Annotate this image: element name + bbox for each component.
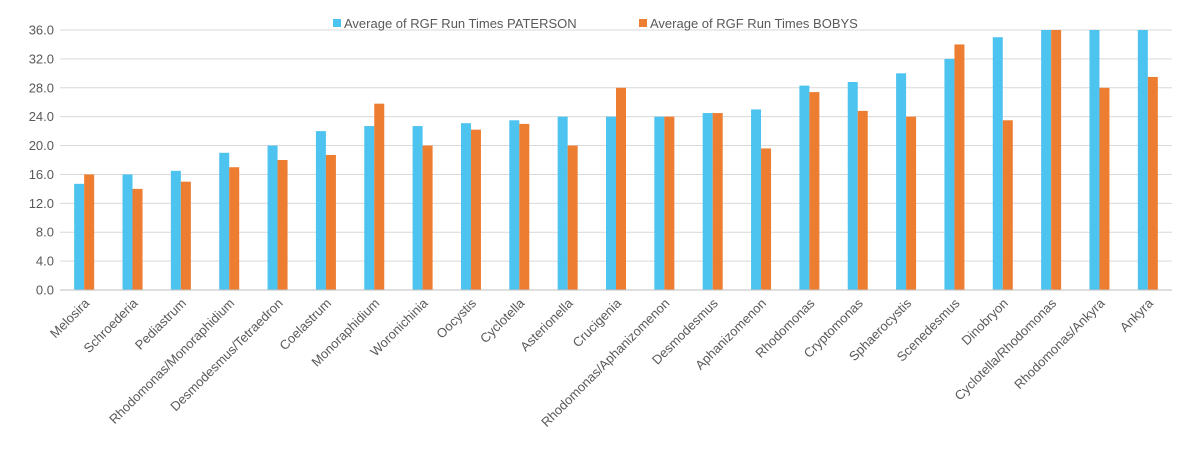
- y-tick-label: 12.0: [29, 196, 54, 211]
- bar-bobys: [84, 174, 95, 290]
- x-category-label: Oocystis: [433, 295, 479, 341]
- bar-paterson: [1089, 30, 1100, 290]
- bar-paterson: [702, 113, 713, 290]
- bar-bobys: [132, 188, 143, 290]
- bar-bobys: [1147, 76, 1158, 290]
- bar-bobys: [1002, 120, 1013, 291]
- bar-paterson: [364, 126, 375, 290]
- y-tick-label: 16.0: [29, 167, 54, 182]
- bar-paterson: [509, 120, 520, 291]
- y-tick-label: 4.0: [36, 254, 54, 269]
- bar-paterson: [74, 183, 85, 290]
- x-category-label: Melosira: [47, 295, 93, 341]
- bar-bobys: [180, 181, 191, 290]
- bar-bobys: [325, 154, 336, 290]
- bar-bobys: [422, 145, 433, 290]
- bar-paterson: [170, 170, 181, 290]
- bar-paterson: [606, 116, 616, 291]
- bar-paterson: [122, 174, 133, 290]
- legend-swatch-paterson: [333, 19, 341, 27]
- x-category-label: Cyclotella: [477, 295, 528, 346]
- x-category-label: Rhodomonas/Ankyra: [1011, 295, 1108, 392]
- y-tick-label: 20.0: [29, 138, 54, 153]
- bar-bobys: [519, 123, 530, 290]
- bar-paterson: [751, 109, 762, 290]
- y-tick-label: 24.0: [29, 109, 54, 124]
- y-tick-label: 28.0: [29, 80, 54, 95]
- bar-paterson: [315, 131, 326, 290]
- bar-paterson: [944, 58, 955, 291]
- legend: Average of RGF Run Times PATERSON Averag…: [333, 16, 858, 31]
- bar-paterson: [1041, 30, 1052, 290]
- bar-bobys: [857, 110, 868, 290]
- bar-paterson: [992, 37, 1003, 290]
- y-tick-label: 36.0: [29, 23, 54, 38]
- bar-bobys: [809, 92, 820, 290]
- y-axis: 0.0 4.0 8.0 12.0 16.0 20.0 24.0 28.0 32.0 36.0: [29, 23, 54, 298]
- bar-paterson: [799, 85, 810, 290]
- bar-paterson: [847, 82, 858, 290]
- legend-label-paterson: Average of RGF Run Times PATERSON: [344, 16, 577, 31]
- bar-bobys: [567, 145, 578, 290]
- legend-swatch-bobys: [639, 19, 647, 27]
- bar-bobys: [277, 160, 288, 290]
- bar-bobys: [712, 113, 723, 290]
- bar-paterson: [896, 73, 907, 290]
- bar-paterson: [460, 123, 471, 291]
- bar-bobys: [374, 103, 385, 291]
- bar-paterson: [267, 145, 278, 290]
- bar-bobys: [616, 87, 626, 291]
- bar-bobys: [664, 116, 675, 291]
- y-tick-label: 8.0: [36, 225, 54, 240]
- bar-bobys: [954, 44, 965, 290]
- bars: [74, 30, 1158, 291]
- bar-paterson: [557, 116, 568, 291]
- bar-bobys: [470, 129, 481, 290]
- legend-label-bobys: Average of RGF Run Times BOBYS: [650, 16, 858, 31]
- bar-paterson: [654, 116, 665, 291]
- y-tick-label: 32.0: [29, 51, 54, 66]
- x-category-label: Asterionella: [517, 295, 576, 354]
- bar-paterson: [219, 152, 230, 290]
- x-axis: MelosiraSchroederiaPediastrumRhodomonas/…: [47, 295, 1157, 430]
- bar-bobys: [1099, 87, 1110, 291]
- bar-bobys: [906, 116, 917, 291]
- bar-paterson: [1137, 30, 1148, 290]
- x-category-label: Ankyra: [1117, 295, 1157, 335]
- bar-paterson: [412, 126, 423, 290]
- bar-bobys: [229, 167, 240, 290]
- bar-bobys: [761, 148, 772, 290]
- y-tick-label: 0.0: [36, 283, 54, 298]
- bar-bobys: [1051, 30, 1062, 290]
